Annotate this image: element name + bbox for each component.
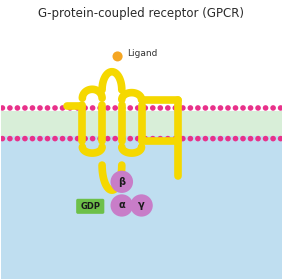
Text: β: β — [118, 177, 125, 187]
Circle shape — [97, 136, 103, 141]
Circle shape — [188, 136, 193, 141]
Circle shape — [105, 136, 110, 141]
Circle shape — [240, 105, 246, 111]
Circle shape — [173, 136, 178, 141]
Circle shape — [60, 105, 65, 111]
Circle shape — [97, 105, 103, 111]
Text: G-protein-coupled receptor (GPCR): G-protein-coupled receptor (GPCR) — [38, 7, 245, 20]
Circle shape — [270, 105, 276, 111]
Circle shape — [255, 105, 261, 111]
Circle shape — [120, 136, 126, 141]
Circle shape — [278, 105, 283, 111]
Circle shape — [180, 136, 186, 141]
Circle shape — [225, 136, 231, 141]
Circle shape — [135, 105, 141, 111]
Circle shape — [60, 136, 65, 141]
Circle shape — [52, 136, 58, 141]
Circle shape — [82, 105, 88, 111]
Circle shape — [0, 105, 5, 111]
Text: Ligand: Ligand — [127, 49, 158, 58]
Circle shape — [157, 105, 163, 111]
Text: α: α — [118, 200, 125, 211]
Circle shape — [130, 194, 153, 217]
Circle shape — [135, 136, 141, 141]
Circle shape — [37, 136, 43, 141]
Circle shape — [203, 105, 208, 111]
Circle shape — [157, 136, 163, 141]
Circle shape — [142, 105, 148, 111]
Circle shape — [150, 136, 156, 141]
Bar — [1, 136, 282, 279]
Circle shape — [127, 136, 133, 141]
Circle shape — [210, 136, 216, 141]
Circle shape — [7, 136, 13, 141]
Circle shape — [45, 136, 50, 141]
Circle shape — [112, 136, 118, 141]
Circle shape — [263, 105, 268, 111]
Circle shape — [67, 105, 73, 111]
Circle shape — [240, 136, 246, 141]
Circle shape — [150, 105, 156, 111]
Circle shape — [15, 105, 20, 111]
Circle shape — [82, 136, 88, 141]
Circle shape — [218, 136, 223, 141]
Circle shape — [218, 105, 223, 111]
Circle shape — [195, 136, 201, 141]
Circle shape — [75, 105, 80, 111]
Circle shape — [248, 136, 253, 141]
Circle shape — [113, 52, 123, 61]
Circle shape — [225, 105, 231, 111]
Circle shape — [37, 105, 43, 111]
Circle shape — [210, 105, 216, 111]
Circle shape — [263, 136, 268, 141]
Circle shape — [22, 136, 28, 141]
Text: GDP: GDP — [80, 202, 100, 211]
Circle shape — [30, 136, 35, 141]
Circle shape — [52, 105, 58, 111]
Bar — [1, 111, 282, 136]
Circle shape — [90, 105, 95, 111]
Text: γ: γ — [138, 200, 145, 211]
Circle shape — [111, 171, 133, 193]
Circle shape — [45, 105, 50, 111]
Circle shape — [165, 105, 171, 111]
Circle shape — [233, 105, 238, 111]
Circle shape — [30, 105, 35, 111]
Circle shape — [127, 105, 133, 111]
Circle shape — [75, 136, 80, 141]
Circle shape — [248, 105, 253, 111]
Circle shape — [180, 105, 186, 111]
Circle shape — [278, 136, 283, 141]
Circle shape — [67, 136, 73, 141]
Circle shape — [0, 136, 5, 141]
Circle shape — [105, 105, 110, 111]
Circle shape — [142, 136, 148, 141]
Circle shape — [233, 136, 238, 141]
Circle shape — [7, 105, 13, 111]
Circle shape — [270, 136, 276, 141]
Circle shape — [165, 136, 171, 141]
FancyBboxPatch shape — [76, 199, 104, 214]
Circle shape — [112, 105, 118, 111]
Circle shape — [188, 105, 193, 111]
Circle shape — [120, 105, 126, 111]
Circle shape — [90, 136, 95, 141]
Circle shape — [22, 105, 28, 111]
Circle shape — [111, 194, 133, 217]
Circle shape — [15, 136, 20, 141]
Circle shape — [255, 136, 261, 141]
Circle shape — [195, 105, 201, 111]
Circle shape — [173, 105, 178, 111]
Circle shape — [203, 136, 208, 141]
